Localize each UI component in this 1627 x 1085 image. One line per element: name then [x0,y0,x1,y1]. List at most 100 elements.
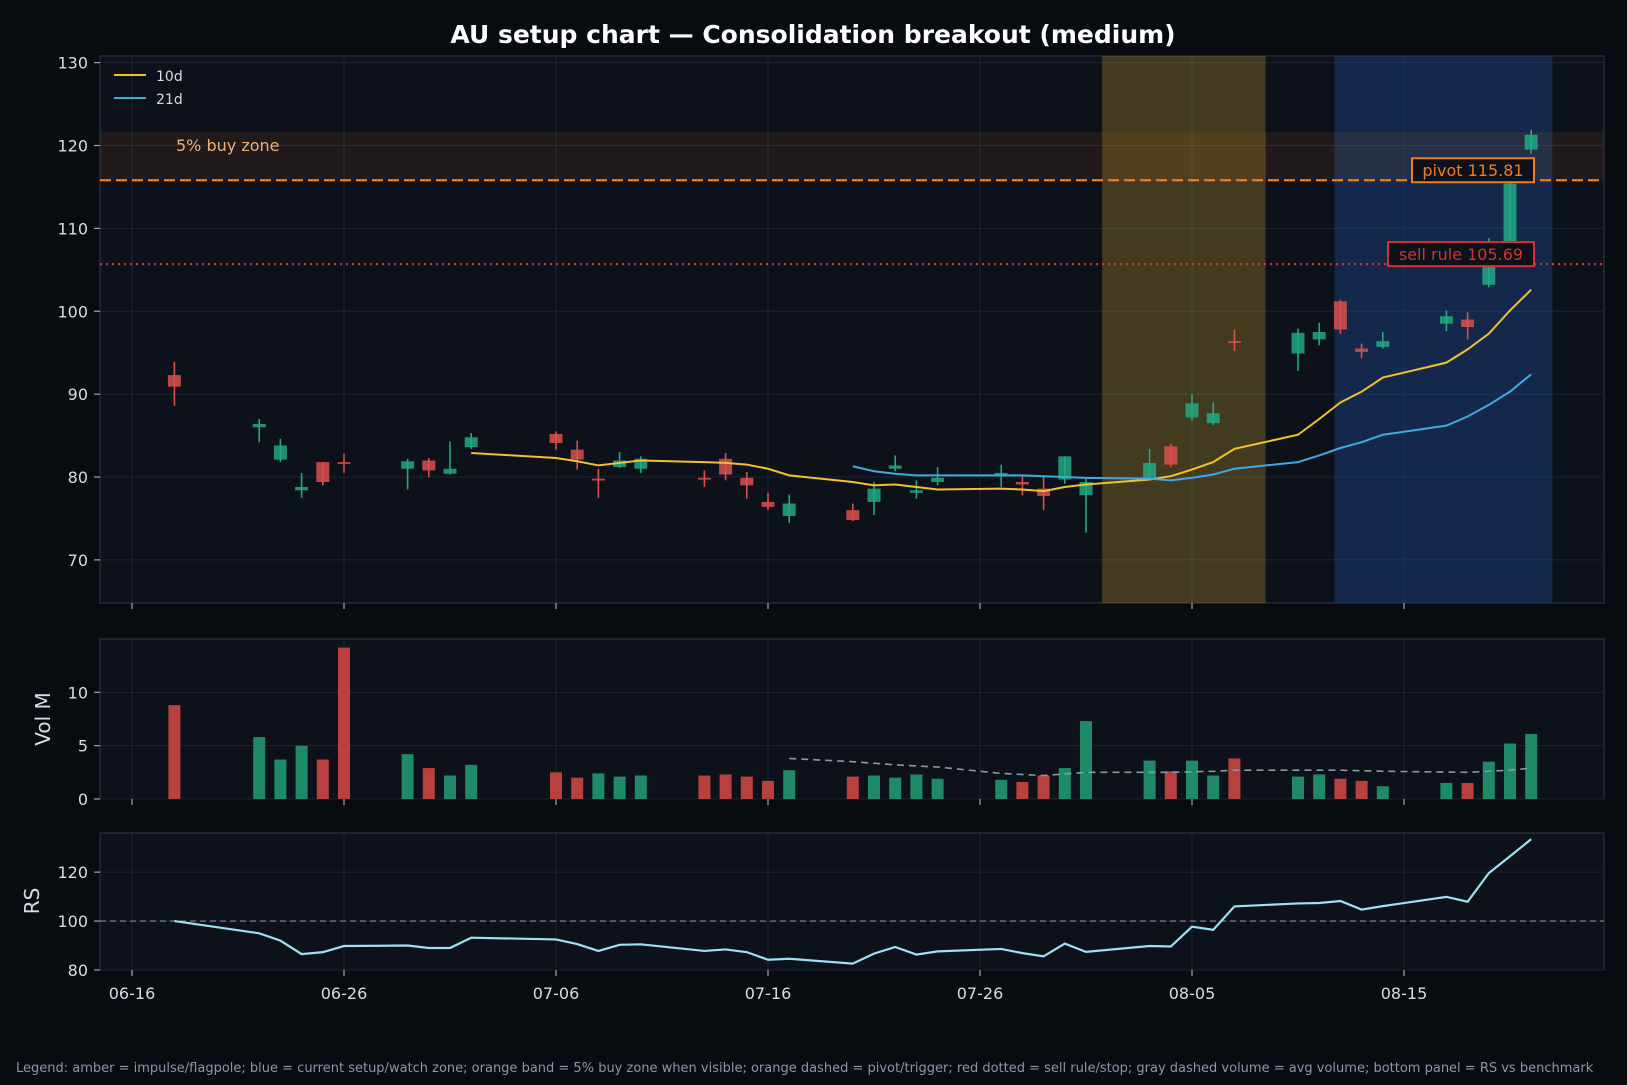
candle-body [867,488,881,502]
ma-legend: 10d 21d [114,69,183,108]
volume-axis-label: Vol M [31,692,55,746]
rs-panel-background [99,832,1605,971]
price-y-axis: 70 80 90 100 110 120 130 [57,54,100,570]
candle-body [1015,481,1029,485]
candle [422,457,436,478]
candle-body [570,449,584,460]
volume-bar [762,780,774,799]
volume-bar [1440,783,1453,799]
volume-bar [889,777,902,799]
candle [782,494,796,523]
candle-body [1333,301,1347,330]
volume-bar [274,759,287,799]
candle-body [888,465,902,469]
candle-body [846,510,860,521]
candle-body [782,503,796,516]
volume-bar [1016,781,1029,799]
y-tick-label: 120 [57,137,88,156]
candle [1058,456,1072,484]
volume-bar [783,770,796,799]
price-gridlines [100,56,1604,603]
impulse-zone [1102,56,1266,603]
buy-zone-band [100,132,1604,181]
y-tick-label: 5 [78,737,88,756]
sell-rule-label-border [1387,241,1535,268]
y-tick-label: 80 [68,468,88,487]
volume-bar [1313,774,1326,799]
volume-bar [740,776,753,799]
ma10-line [471,289,1532,493]
candle-body [464,437,478,448]
candle [316,462,330,486]
candle [443,441,457,475]
candle-body [931,477,945,482]
candle [273,438,287,463]
x-tick-label: 08-15 [1381,984,1428,1003]
candle-body [1037,488,1051,497]
volume-bar [1207,775,1220,799]
volume-bar [910,774,923,799]
volume-panel-background [99,638,1605,800]
candle [337,453,351,473]
volume-bar [995,779,1008,799]
y-tick-label: 110 [57,219,88,238]
volume-bar [168,705,181,799]
candle-body [1439,316,1453,324]
candle [1312,322,1326,346]
candle [867,481,881,516]
price-x-tick-marks [131,603,1405,609]
candle [1291,328,1305,371]
candle-body [1461,319,1475,328]
volume-panel: 0 5 10 Vol M [31,638,1605,809]
candle-body [591,478,605,481]
candle-body [1185,403,1199,418]
price-panel: 5% buy zone pivot 115.81 sell rule 105.6… [57,54,1605,609]
candle [1333,299,1347,334]
candle-body [443,468,457,474]
pivot-label-box: pivot 115.81 [1411,157,1535,184]
setup-zone [1334,56,1553,603]
candle-body [1312,331,1326,340]
y-tick-label: 130 [57,54,88,73]
legend-ma10-label: 10d [156,69,183,85]
candle [1164,443,1178,468]
y-tick-label: 80 [68,961,88,980]
candle-body [337,462,351,464]
volume-bar [295,745,308,799]
volume-bar [253,737,266,799]
candle [740,472,754,499]
candle-body [401,461,415,469]
candle [1143,448,1157,481]
candle [1461,312,1475,340]
volume-bar [550,772,562,799]
volume-bar [634,775,647,799]
candle [697,470,711,487]
candle-body [252,423,266,428]
y-tick-label: 70 [68,551,88,570]
candle [1185,394,1199,421]
rs-y-axis: 80 100 120 [57,863,100,980]
volume-bar [1164,771,1177,799]
y-tick-label: 10 [68,683,88,702]
candle [549,431,563,450]
y-tick-label: 120 [57,863,88,882]
volume-bar [1080,721,1092,799]
volume-bar [1292,776,1304,799]
candle [1503,181,1517,245]
candle [401,458,415,490]
volume-bar [401,754,414,799]
volume-bar [846,776,859,799]
candle-body [634,458,648,469]
candle-body [994,472,1008,475]
volume-bar [316,759,329,799]
volume-bar [1376,786,1389,799]
volume-bar [1482,761,1495,799]
x-tick-label: 07-26 [957,984,1004,1003]
x-tick-label: 07-16 [745,984,792,1003]
legend-ma21-label: 21d [156,92,183,108]
candle [1227,329,1241,352]
y-tick-label: 90 [68,385,88,404]
candle [1015,475,1029,496]
volume-bar [868,775,880,799]
